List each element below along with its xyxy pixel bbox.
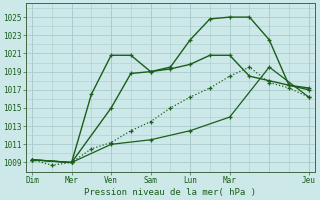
X-axis label: Pression niveau de la mer( hPa ): Pression niveau de la mer( hPa ) bbox=[84, 188, 256, 197]
